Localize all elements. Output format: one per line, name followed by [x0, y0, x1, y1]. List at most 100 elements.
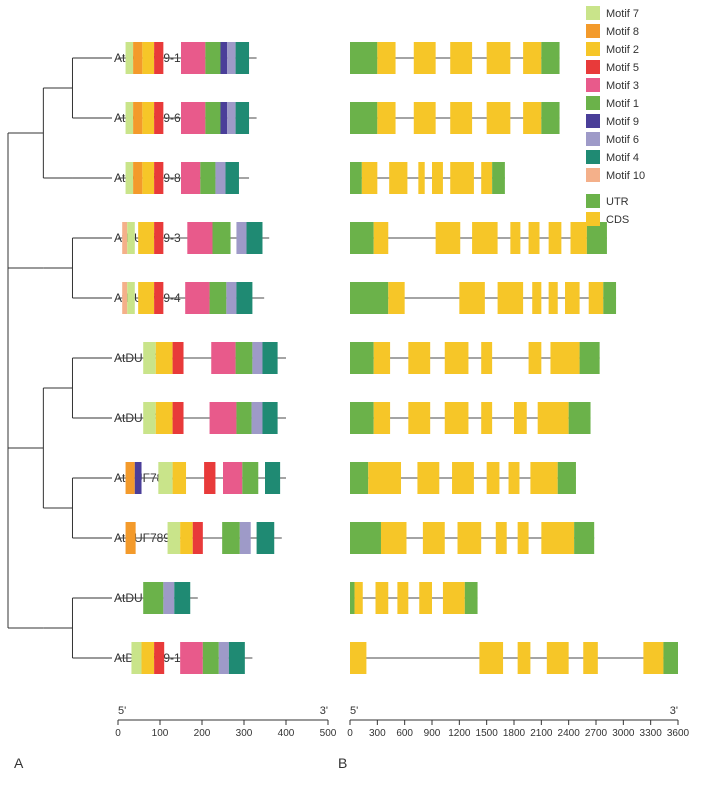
feature-block	[242, 462, 258, 494]
feature-block	[126, 42, 134, 74]
feature-block	[423, 522, 445, 554]
feature-block	[220, 102, 227, 134]
svg-text:500: 500	[320, 728, 337, 739]
feature-block	[220, 42, 227, 74]
feature-block	[445, 402, 469, 434]
feature-block	[523, 102, 541, 134]
feature-block	[587, 222, 607, 254]
feature-block	[549, 222, 562, 254]
feature-block	[487, 462, 500, 494]
feature-block	[223, 462, 242, 494]
feature-block	[142, 42, 154, 74]
legend-swatch	[586, 42, 600, 56]
legend-label: Motif 10	[606, 170, 645, 182]
panel-letter-b: B	[338, 755, 347, 771]
legend-swatch	[586, 132, 600, 146]
feature-block	[538, 402, 569, 434]
feature-block	[252, 342, 262, 374]
feature-block	[227, 102, 235, 134]
feature-block	[547, 642, 569, 674]
svg-text:0: 0	[115, 728, 121, 739]
feature-block	[408, 342, 430, 374]
feature-block	[350, 462, 368, 494]
svg-text:3600: 3600	[667, 728, 690, 739]
feature-block	[226, 282, 236, 314]
feature-block	[156, 402, 173, 434]
feature-block	[541, 42, 559, 74]
feature-block	[173, 462, 186, 494]
feature-block	[133, 162, 142, 194]
feature-block	[663, 642, 678, 674]
legend-swatch	[586, 168, 600, 182]
legend-label: CDS	[606, 214, 629, 226]
axis-3prime: 3'	[670, 705, 678, 717]
feature-block	[126, 102, 134, 134]
svg-text:3000: 3000	[612, 728, 635, 739]
feature-block	[252, 402, 263, 434]
feature-block	[193, 522, 203, 554]
feature-block	[350, 42, 377, 74]
feature-block	[565, 282, 580, 314]
feature-block	[173, 402, 184, 434]
legend: Motif 7Motif 8Motif 2Motif 5Motif 3Motif…	[586, 6, 645, 226]
feature-block	[122, 222, 127, 254]
svg-text:200: 200	[194, 728, 211, 739]
legend-label: Motif 5	[606, 62, 639, 74]
feature-block	[350, 102, 377, 134]
feature-block	[174, 582, 190, 614]
feature-block	[219, 642, 229, 674]
feature-block	[418, 162, 424, 194]
feature-block	[138, 282, 154, 314]
feature-block	[133, 102, 142, 134]
feature-block	[419, 582, 432, 614]
svg-text:300: 300	[236, 728, 253, 739]
feature-block	[549, 282, 558, 314]
feature-block	[350, 162, 362, 194]
feature-block	[643, 642, 663, 674]
feature-block	[350, 582, 355, 614]
feature-block	[529, 222, 540, 254]
feature-block	[350, 342, 374, 374]
legend-label: Motif 9	[606, 116, 639, 128]
feature-block	[530, 462, 557, 494]
feature-block	[173, 342, 184, 374]
feature-block	[509, 462, 520, 494]
feature-block	[226, 162, 239, 194]
feature-block	[158, 462, 172, 494]
feature-block	[163, 582, 174, 614]
feature-block	[414, 102, 436, 134]
legend-swatch	[586, 194, 600, 208]
feature-block	[138, 222, 154, 254]
feature-block	[154, 102, 163, 134]
feature-block	[142, 642, 155, 674]
feature-block	[222, 522, 240, 554]
feature-block	[210, 402, 237, 434]
feature-block	[350, 282, 388, 314]
axis-3prime: 3'	[320, 705, 328, 717]
feature-block	[135, 462, 142, 494]
panel-letter-a: A	[14, 755, 24, 771]
feature-block	[205, 42, 220, 74]
feature-block	[569, 402, 591, 434]
feature-block	[603, 282, 616, 314]
svg-text:2700: 2700	[585, 728, 608, 739]
svg-text:0: 0	[347, 728, 353, 739]
feature-block	[143, 402, 156, 434]
feature-block	[487, 102, 511, 134]
figure-svg: AtDUF789-1AtDUF789-6AtDUF789-8AtDUF789-3…	[0, 0, 708, 787]
feature-block	[529, 342, 542, 374]
feature-block	[498, 282, 524, 314]
svg-text:100: 100	[152, 728, 169, 739]
feature-block	[376, 582, 389, 614]
feature-block	[408, 402, 430, 434]
feature-block	[487, 42, 511, 74]
feature-block	[465, 582, 478, 614]
axis-5prime: 5'	[350, 705, 358, 717]
feature-block	[541, 102, 559, 134]
feature-block	[211, 342, 235, 374]
panel-b-axis: 0300600900120015001800210024002700300033…	[347, 705, 689, 739]
feature-block	[154, 42, 163, 74]
feature-block	[236, 222, 246, 254]
feature-block	[247, 222, 263, 254]
feature-block	[236, 402, 251, 434]
